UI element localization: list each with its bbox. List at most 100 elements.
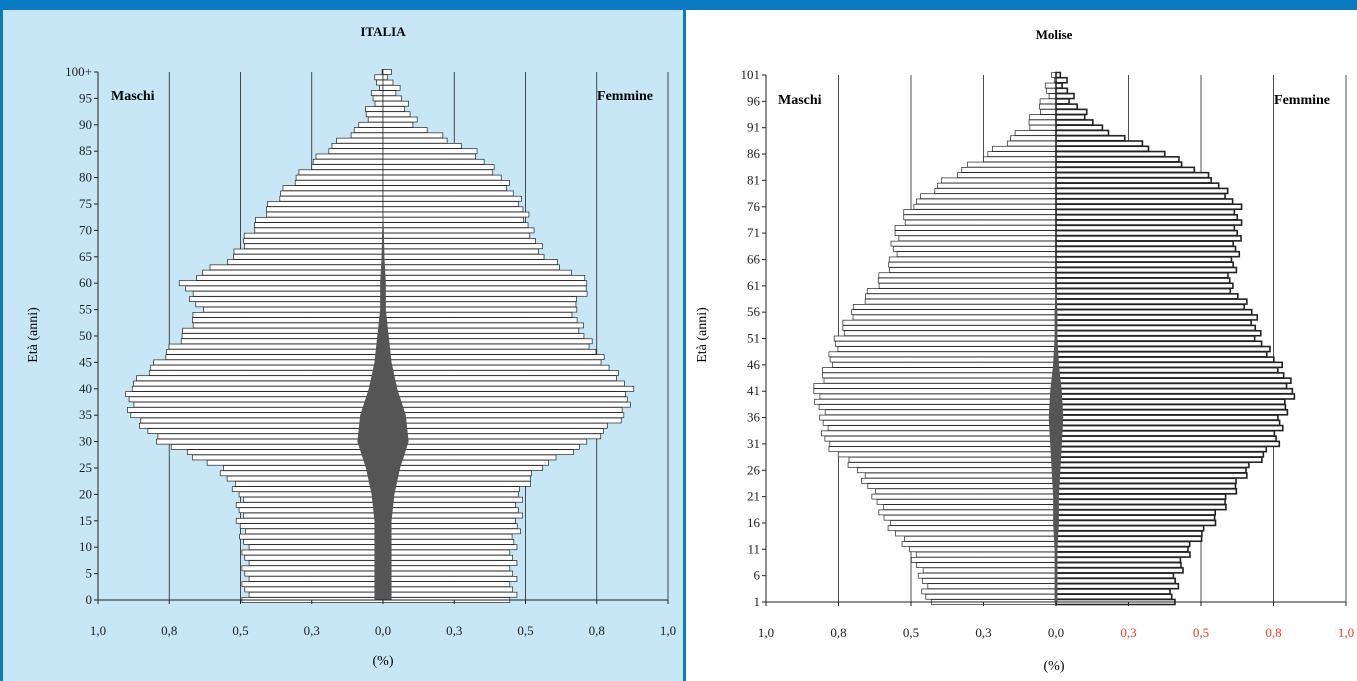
bar-femmine: [1055, 140, 1144, 147]
bar-maschi: [983, 156, 1057, 163]
bar-femmine: [382, 359, 602, 366]
bar-maschi: [254, 222, 384, 228]
bar-femmine: [382, 586, 514, 593]
bar-femmine: [1055, 229, 1239, 237]
bar-maschi: [191, 454, 384, 461]
bar-maschi: [185, 285, 384, 292]
y-tick-label: 75: [79, 196, 92, 211]
bar-maschi: [153, 359, 384, 366]
y-tick-label: 100+: [65, 64, 92, 79]
bar-maschi: [901, 541, 1057, 547]
bar-femmine: [1055, 113, 1086, 121]
bar-maschi: [925, 593, 1057, 600]
bar-femmine: [1055, 198, 1234, 205]
bar-maschi: [226, 475, 384, 482]
bar-maschi: [233, 253, 384, 260]
y-tick-label: 80: [79, 170, 92, 185]
y-tick-label: 95: [79, 90, 92, 105]
bar-maschi: [916, 562, 1057, 568]
y-tick-label: 96: [747, 93, 761, 108]
bar-femmine: [382, 238, 536, 244]
bar-femmine: [1055, 377, 1292, 384]
bar-femmine: [1055, 145, 1150, 153]
bar-maschi: [311, 164, 384, 170]
bar-femmine: [382, 312, 573, 318]
bar-femmine: [1055, 177, 1212, 184]
bar-femmine: [382, 317, 578, 324]
x-tick-label: 0,5: [517, 623, 533, 638]
bar-femmine: [1055, 108, 1088, 116]
bar-maschi: [877, 277, 1057, 284]
bar-maschi: [350, 132, 384, 139]
bar-maschi: [147, 428, 384, 434]
bar-femmine: [382, 581, 511, 588]
bar-femmine: [1055, 340, 1263, 348]
right-side-label: Femmine: [597, 89, 653, 104]
bar-maschi: [1028, 119, 1057, 126]
bar-maschi: [191, 317, 384, 324]
bar-femmine: [1055, 530, 1203, 537]
x-tick-label: 0,0: [375, 623, 391, 638]
bar-maschi: [828, 446, 1057, 453]
y-tick-label: 21: [747, 489, 760, 504]
bar-femmine: [382, 111, 411, 118]
bar-maschi: [157, 433, 384, 440]
bar-maschi: [379, 84, 384, 91]
bar-femmine: [382, 158, 485, 165]
bar-femmine: [1055, 203, 1243, 211]
y-tick-label: 15: [79, 513, 92, 528]
bar-femmine: [382, 296, 577, 302]
bar-maschi: [819, 393, 1057, 400]
bar-femmine: [382, 475, 531, 482]
bar-femmine: [382, 253, 545, 260]
y-tick-label: 61: [747, 278, 760, 293]
bar-femmine: [382, 449, 574, 456]
bar-femmine: [1055, 293, 1239, 300]
bar-maschi: [192, 322, 384, 329]
bar-femmine: [1055, 71, 1062, 79]
bar-femmine: [382, 480, 531, 487]
bar-maschi: [255, 216, 384, 223]
bar-femmine: [382, 560, 518, 566]
y-tick-label: 90: [79, 117, 92, 132]
bar-maschi: [861, 477, 1057, 484]
bar-maschi: [328, 148, 384, 155]
bar-femmine: [1055, 213, 1239, 221]
bar-femmine: [382, 554, 514, 561]
bar-maschi: [331, 143, 384, 149]
bar-maschi: [235, 517, 384, 524]
bar-maschi: [165, 354, 384, 360]
bar-maschi: [828, 351, 1057, 358]
y-tick-label: 66: [747, 251, 761, 266]
bar-maschi: [248, 591, 384, 598]
bar-maschi: [239, 533, 384, 540]
italia-chart-panel: ITALIA Età (anni) (%) Maschi Femmine 1,0…: [0, 10, 686, 681]
y-tick-label: 11: [747, 541, 760, 556]
bar-maschi: [829, 356, 1057, 363]
x-tick-label: 1,0: [1338, 625, 1354, 640]
bar-femmine: [382, 338, 593, 345]
bar-maschi: [837, 346, 1057, 352]
bar-femmine: [382, 216, 524, 223]
bar-maschi: [241, 581, 384, 588]
bar-maschi: [819, 414, 1057, 421]
bar-femmine: [1055, 182, 1220, 189]
bar-maschi: [921, 578, 1057, 584]
bar-maschi: [282, 185, 384, 192]
bar-maschi: [898, 235, 1057, 242]
bar-femmine: [1055, 308, 1253, 316]
bar-femmine: [1055, 271, 1229, 279]
bar-femmine: [1055, 372, 1285, 379]
bar-femmine: [1055, 551, 1191, 558]
bar-femmine: [382, 486, 520, 492]
bar-femmine: [1055, 572, 1175, 579]
bar-femmine: [382, 417, 622, 424]
bar-maschi: [920, 193, 1057, 200]
bar-femmine: [382, 322, 584, 329]
bar-maschi: [934, 188, 1057, 194]
bar-maschi: [227, 259, 384, 265]
bar-femmine: [382, 248, 539, 255]
y-tick-label: 31: [747, 436, 760, 451]
y-tick-label: 91: [747, 120, 760, 135]
header-bar: [0, 0, 1357, 10]
